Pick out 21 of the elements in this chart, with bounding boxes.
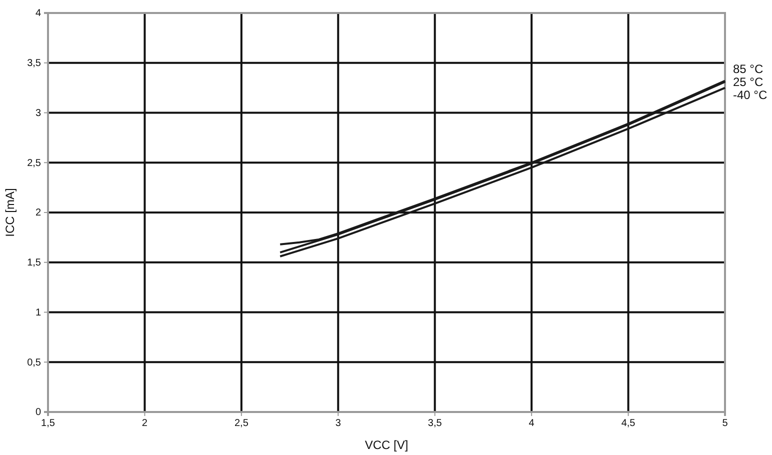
y-tick-label: 3 [35,108,42,119]
y-tick-label: 0,5 [27,357,42,368]
x-axis-title: VCC [V] [364,438,408,452]
x-tick-label: 4,5 [621,418,636,430]
x-tick-label: 5 [722,418,728,430]
x-tick-label: 4 [528,418,535,430]
x-tick-label: 3 [335,418,342,430]
x-tick-label: 3,5 [428,418,442,430]
y-tick-label: 3,5 [27,58,42,70]
y-tick-label: 1,5 [27,258,42,269]
x-tick-label: 2 [142,418,148,430]
y-tick-label: 1 [35,307,42,318]
y-tick-label: 2,5 [27,158,42,169]
y-tick-label: 0 [35,407,42,418]
y-axis-title: ICC [mA] [3,188,17,237]
series-label: 85 °C [733,62,764,76]
y-tick-label: 2 [35,208,42,219]
x-tick-label: 2,5 [234,418,249,430]
y-tick-label: 4 [35,8,42,20]
series-label: -40 °C [733,88,768,102]
series-label: 25 °C [733,74,764,89]
